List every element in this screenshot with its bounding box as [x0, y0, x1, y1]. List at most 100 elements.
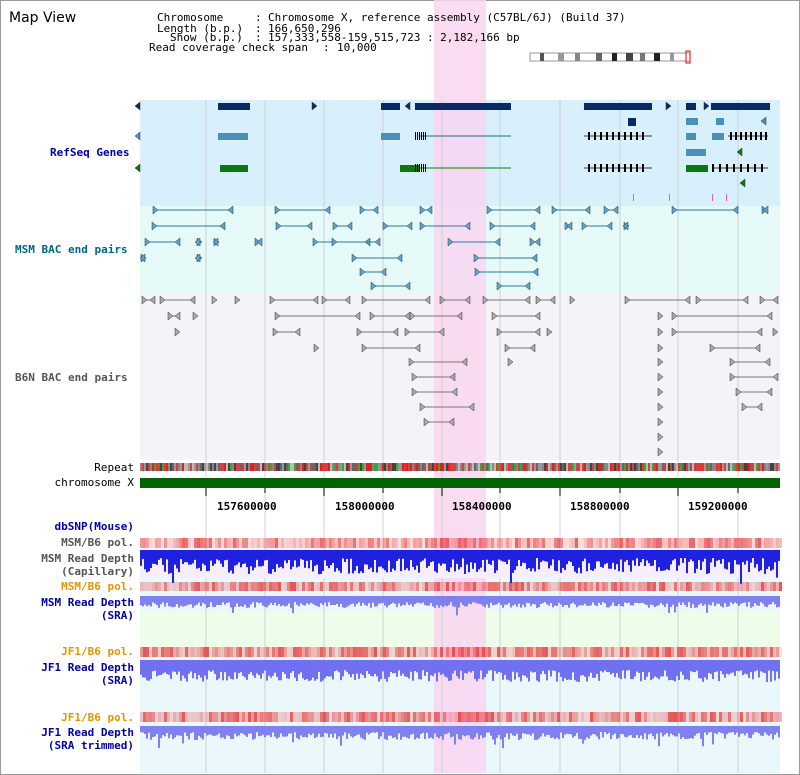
depth-bar — [276, 660, 278, 677]
pol-cell — [161, 647, 164, 657]
repeat-segment — [544, 463, 546, 471]
strand-arrow — [464, 295, 471, 305]
depth-bar — [734, 660, 736, 676]
depth-bar — [188, 726, 190, 740]
repeat-segment — [712, 463, 714, 471]
pol-cell — [674, 582, 677, 591]
pol-cell — [587, 712, 590, 722]
pol-cell — [767, 538, 770, 548]
depth-bar — [744, 660, 746, 674]
depth-bar — [596, 550, 598, 562]
depth-bar — [640, 550, 642, 563]
depth-bar — [342, 550, 344, 559]
repeat-segment — [508, 463, 510, 471]
depth-bar — [658, 660, 660, 680]
depth-bar — [302, 726, 304, 738]
strand-arrow — [419, 402, 426, 412]
depth-bar — [692, 550, 694, 562]
exon — [425, 132, 426, 140]
depth-bar — [746, 660, 748, 675]
pol-cell — [527, 712, 530, 722]
depth-bar — [724, 596, 726, 604]
depth-bar — [336, 726, 338, 740]
pol-cell — [341, 582, 344, 591]
pol-cell — [653, 582, 656, 591]
depth-bar — [256, 596, 258, 603]
depth-bar — [168, 726, 170, 739]
depth-bar — [718, 726, 720, 733]
track-label-msm-bac[interactable]: MSM BAC end pairs — [15, 243, 128, 256]
pol-cell — [383, 582, 386, 591]
strand-arrow — [409, 311, 416, 321]
depth-bar — [624, 596, 626, 603]
depth-bar — [682, 596, 684, 603]
repeat-segment — [332, 463, 334, 471]
repeat-segment — [346, 463, 348, 471]
pol-cell — [629, 647, 632, 657]
pol-cell — [620, 582, 623, 591]
depth-bar — [180, 726, 182, 736]
depth-bar — [208, 596, 210, 607]
pol-cell — [722, 538, 725, 548]
depth-bar — [702, 660, 704, 682]
pol-cell — [386, 647, 389, 657]
depth-bar — [684, 550, 686, 559]
depth-bar — [772, 660, 774, 672]
track-label-b6n-bac[interactable]: B6N BAC end pairs — [15, 371, 128, 384]
pol-cell — [614, 647, 617, 657]
track-label-dbsnp[interactable]: dbSNP(Mouse) — [54, 520, 134, 533]
pol-cell — [722, 647, 725, 657]
repeat-segment — [442, 463, 444, 471]
repeat-segment — [248, 463, 250, 471]
depth-bar — [364, 660, 366, 679]
depth-bar — [216, 726, 218, 736]
pol-cell — [476, 712, 479, 722]
depth-bar — [484, 726, 486, 738]
depth-bar — [452, 726, 454, 737]
repeat-segment — [702, 463, 704, 471]
pol-cell — [608, 582, 611, 591]
depth-bar — [164, 550, 166, 572]
pol-cell — [659, 647, 662, 657]
depth-bar — [354, 596, 356, 607]
pol-cell — [362, 647, 365, 657]
depth-bar — [538, 660, 540, 682]
strand-arrow — [174, 311, 181, 321]
depth-bar — [662, 660, 664, 677]
pol-cell — [440, 712, 443, 722]
repeat-segment — [728, 463, 730, 471]
depth-bar — [740, 660, 742, 671]
pol-cell — [407, 582, 410, 591]
exon — [594, 132, 596, 140]
strand-arrow — [426, 205, 433, 215]
pol-cell — [557, 538, 560, 548]
depth-bar — [760, 596, 762, 603]
depth-bar — [508, 550, 510, 560]
depth-bar — [150, 726, 152, 740]
depth-bar — [482, 726, 484, 739]
depth-bar — [534, 660, 536, 672]
depth-bar — [240, 726, 242, 734]
depth-bar — [402, 596, 404, 605]
repeat-segment — [344, 463, 346, 471]
pol-cell — [281, 712, 284, 722]
depth-bar — [574, 660, 576, 681]
repeat-segment — [642, 463, 644, 471]
depth-bar — [586, 726, 588, 738]
repeat-segment — [672, 463, 674, 471]
depth-bar — [564, 660, 566, 679]
track-label-refseq[interactable]: RefSeq Genes — [50, 146, 130, 159]
depth-bar — [778, 550, 780, 561]
repeat-segment — [716, 463, 718, 471]
pol-cell — [497, 712, 500, 722]
repeat-segment — [516, 463, 518, 471]
ideogram-band — [626, 53, 633, 61]
depth-bar — [546, 550, 548, 562]
pol-cell — [311, 582, 314, 591]
depth-bar — [260, 660, 262, 679]
pol-cell — [398, 582, 401, 591]
pol-cell — [170, 538, 173, 548]
pol-cell — [617, 582, 620, 591]
depth-bar — [748, 596, 750, 603]
